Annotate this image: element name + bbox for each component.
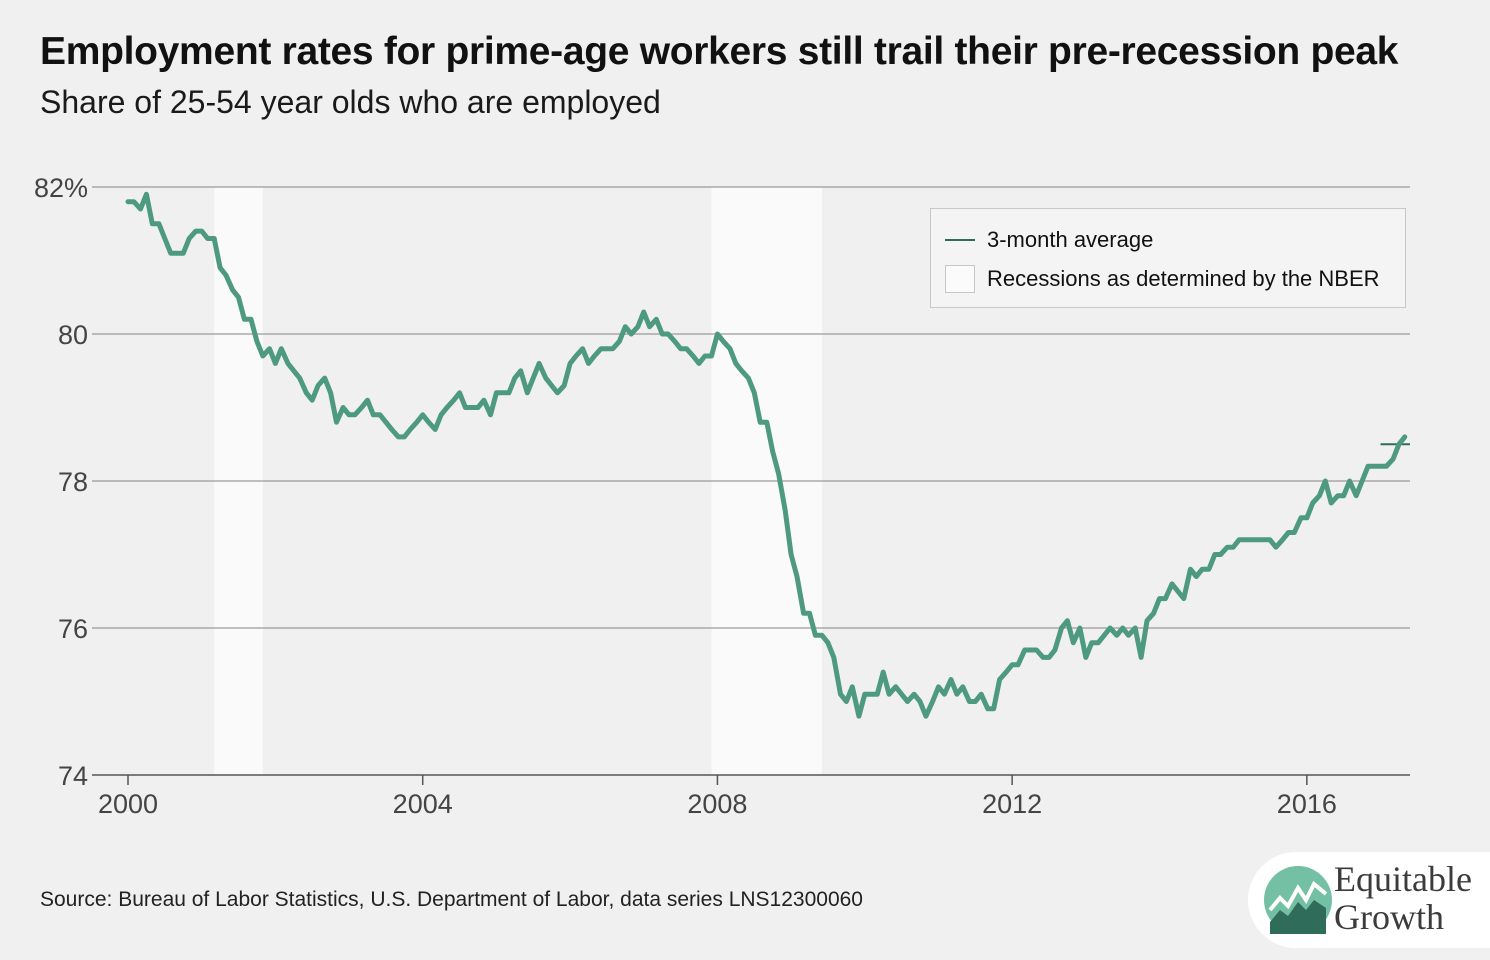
- x-tick-label: 2008: [687, 789, 747, 819]
- y-tick-label: 76: [58, 614, 88, 644]
- y-tick-label: 82%: [34, 173, 88, 203]
- legend-line-label: 3-month average: [987, 227, 1154, 252]
- logo-text: Equitable Growth: [1334, 860, 1472, 936]
- chart-subtitle: Share of 25-54 year olds who are employe…: [40, 84, 661, 120]
- y-axis: 82% 80 78 76 74: [34, 173, 88, 791]
- equitable-growth-logo: Equitable Growth: [1248, 852, 1490, 948]
- chart-title: Employment rates for prime-age workers s…: [40, 30, 1399, 73]
- legend-recession-label: Recessions as determined by the NBER: [987, 266, 1380, 291]
- legend-recession-swatch: [945, 265, 975, 293]
- x-axis: 2000 2004 2008 2012 2016: [98, 775, 1337, 819]
- x-tick-label: 2012: [982, 789, 1042, 819]
- logo-line-1: Equitable: [1334, 859, 1472, 899]
- logo-line-2: Growth: [1334, 897, 1444, 937]
- x-tick-label: 2016: [1277, 789, 1337, 819]
- legend-item-line: 3-month average: [945, 227, 1153, 253]
- legend-item-recession: Recessions as determined by the NBER: [945, 265, 1380, 293]
- x-tick-label: 2004: [393, 789, 453, 819]
- y-tick-label: 80: [58, 320, 88, 350]
- series-layer: [125, 191, 1410, 719]
- y-tick-label: 74: [58, 761, 88, 791]
- logo-mark-icon: [1264, 866, 1332, 934]
- legend: 3-month average Recessions as determined…: [930, 208, 1406, 308]
- y-tick-label: 78: [58, 467, 88, 497]
- legend-line-swatch: [945, 239, 975, 241]
- gridlines: [92, 186, 1410, 776]
- x-tick-label: 2000: [98, 789, 158, 819]
- series-line: [125, 191, 1408, 719]
- source-note: Source: Bureau of Labor Statistics, U.S.…: [40, 888, 863, 911]
